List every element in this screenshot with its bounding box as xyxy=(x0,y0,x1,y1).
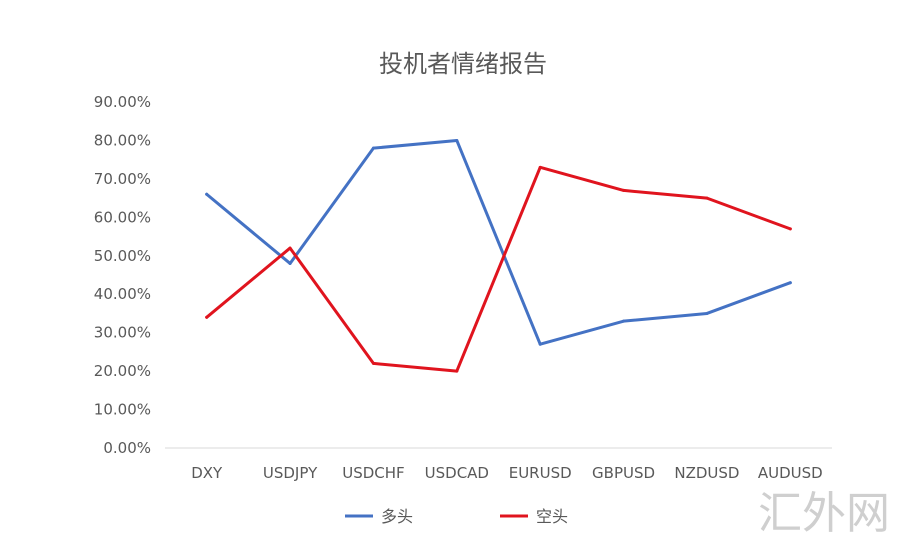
y-tick-label: 20.00% xyxy=(94,362,151,380)
x-tick-label: DXY xyxy=(191,464,223,482)
y-tick-label: 60.00% xyxy=(94,208,151,226)
y-tick-label: 10.00% xyxy=(94,401,151,419)
data-point xyxy=(371,361,375,365)
legend-label: 空头 xyxy=(536,507,568,526)
data-point xyxy=(205,192,209,196)
data-point xyxy=(288,261,292,265)
y-tick-label: 40.00% xyxy=(94,285,151,303)
legend: 多头 空头 xyxy=(345,507,568,526)
data-point xyxy=(788,281,792,285)
data-point xyxy=(455,138,459,142)
y-tick-label: 50.00% xyxy=(94,247,151,265)
x-tick-label: EURUSD xyxy=(509,464,572,482)
x-tick-label: USDJPY xyxy=(263,464,318,482)
x-tick-label: USDCAD xyxy=(425,464,489,482)
series-line-2 xyxy=(205,165,792,373)
data-point xyxy=(705,311,709,315)
data-point xyxy=(705,196,709,200)
data-point xyxy=(205,315,209,319)
x-tick-label: NZDUSD xyxy=(674,464,739,482)
x-axis-ticks: DXY USDJPY USDCHF USDCAD EURUSD GBPUSD NZDUSD A… xyxy=(191,464,823,482)
y-tick-label: 70.00% xyxy=(94,170,151,188)
watermark: 汇外网 xyxy=(758,488,890,539)
y-tick-label: 80.00% xyxy=(94,131,151,149)
data-point xyxy=(538,342,542,346)
y-tick-label: 30.00% xyxy=(94,324,151,342)
data-point xyxy=(622,319,626,323)
series-line-1 xyxy=(205,138,792,346)
data-point xyxy=(538,165,542,169)
y-axis-ticks: 0.00% 10.00% 20.00% 30.00% 40.00% 50.00% 60.00… xyxy=(94,93,151,457)
x-tick-label: USDCHF xyxy=(342,464,404,482)
chart-title: 投机者情绪报告 xyxy=(379,50,547,78)
y-tick-label: 0.00% xyxy=(103,439,151,457)
series-lines xyxy=(205,138,792,373)
data-point xyxy=(371,146,375,150)
data-point xyxy=(622,188,626,192)
data-point xyxy=(288,246,292,250)
x-tick-label: AUDUSD xyxy=(758,464,823,482)
data-point xyxy=(455,369,459,373)
data-point xyxy=(788,227,792,231)
y-tick-label: 90.00% xyxy=(94,93,151,111)
x-tick-label: GBPUSD xyxy=(592,464,655,482)
legend-label: 多头 xyxy=(381,507,413,526)
